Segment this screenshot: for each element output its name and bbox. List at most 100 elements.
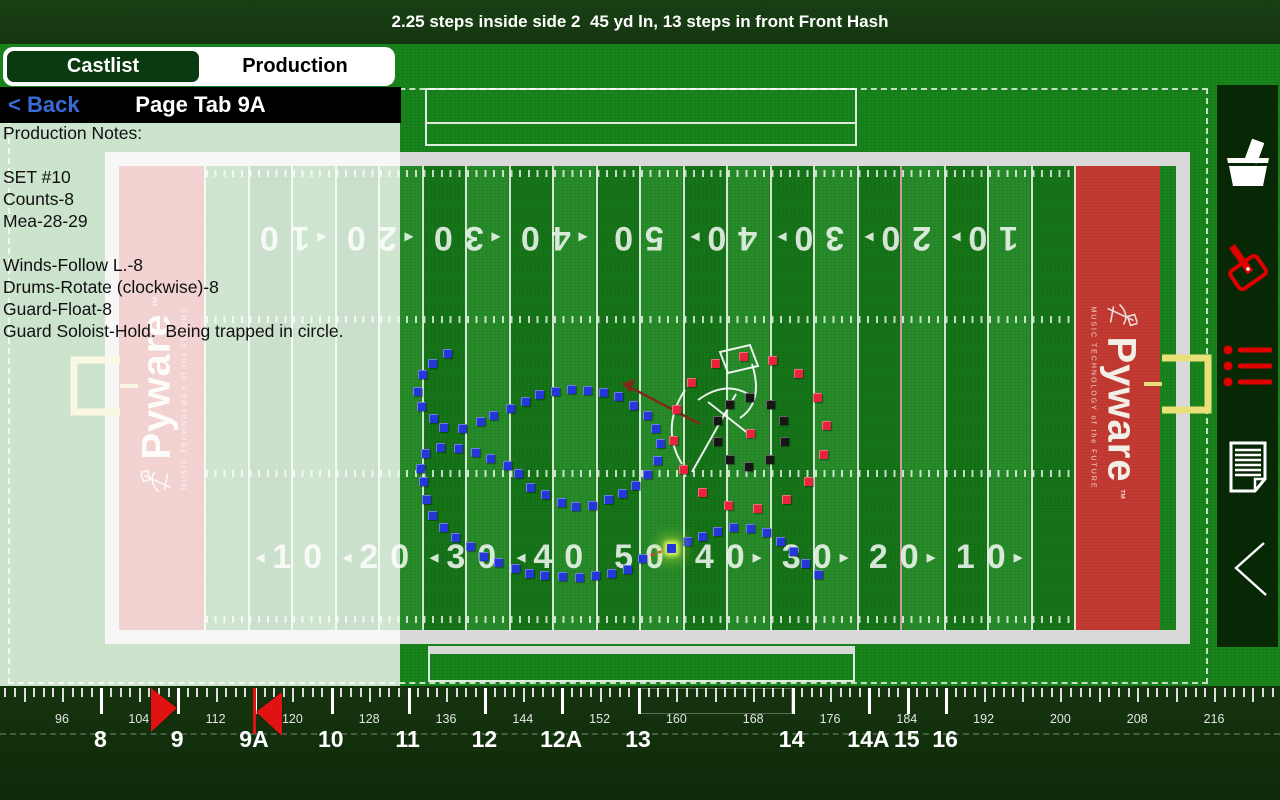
drill-dot-red[interactable] — [813, 393, 822, 402]
page-tab-label-12A[interactable]: 12A — [540, 726, 583, 752]
drill-dot-blue[interactable] — [551, 387, 560, 396]
drill-dot-blue[interactable] — [514, 469, 523, 478]
drill-dot-blue[interactable] — [417, 402, 426, 411]
paint-pour-button[interactable] — [1220, 235, 1276, 295]
page-tab-label-9[interactable]: 9 — [170, 726, 184, 752]
drill-dot-blue[interactable] — [421, 449, 430, 458]
drill-dot-blue[interactable] — [540, 571, 549, 580]
drill-dot-blue[interactable] — [419, 477, 428, 486]
drill-dot-red[interactable] — [804, 477, 813, 486]
drill-dot-blue[interactable] — [489, 411, 498, 420]
drill-dot-blue[interactable] — [526, 483, 535, 492]
drill-dot-blue[interactable] — [571, 502, 580, 511]
cast-basket-button[interactable] — [1220, 134, 1276, 194]
drill-dot-black[interactable] — [780, 437, 789, 446]
drill-dot-blue[interactable] — [618, 489, 627, 498]
drill-dot-black[interactable] — [779, 416, 788, 425]
drill-dot-blue[interactable] — [422, 495, 431, 504]
drill-dot-blue[interactable] — [789, 547, 798, 556]
drill-dot-black[interactable] — [713, 416, 722, 425]
drill-dot-blue[interactable] — [631, 481, 640, 490]
drill-dot-blue[interactable] — [623, 565, 632, 574]
drill-dot-blue[interactable] — [567, 385, 576, 394]
drill-dot-blue[interactable] — [511, 564, 520, 573]
drill-dot-blue[interactable] — [439, 423, 448, 432]
drill-dot-blue[interactable] — [558, 572, 567, 581]
drill-dot-selected[interactable] — [667, 544, 676, 553]
drill-dot-blue[interactable] — [762, 528, 771, 537]
drill-dot-blue[interactable] — [604, 495, 613, 504]
drill-dot-blue[interactable] — [466, 542, 475, 551]
drill-dot-blue[interactable] — [643, 470, 652, 479]
drill-dot-black[interactable] — [765, 455, 774, 464]
drill-dot-red[interactable] — [679, 465, 688, 474]
drill-dot-blue[interactable] — [599, 388, 608, 397]
drill-dot-blue[interactable] — [458, 424, 467, 433]
drill-dot-red[interactable] — [768, 356, 777, 365]
drill-dot-red[interactable] — [746, 429, 755, 438]
production-notes-panel[interactable]: Production Notes: SET #10 Counts-8 Mea-28-2… — [0, 122, 400, 686]
page-tab-label-11[interactable]: 11 — [395, 726, 420, 752]
drill-dot-blue[interactable] — [428, 511, 437, 520]
drill-dot-black[interactable] — [766, 400, 775, 409]
drill-dot-red[interactable] — [724, 501, 733, 510]
page-tab-label-13[interactable]: 13 — [625, 726, 651, 752]
drill-dot-red[interactable] — [739, 352, 748, 361]
drill-dot-blue[interactable] — [428, 359, 437, 368]
drill-dot-blue[interactable] — [413, 387, 422, 396]
set-end-marker-line[interactable] — [253, 688, 256, 734]
drill-dot-red[interactable] — [698, 488, 707, 497]
drill-dot-blue[interactable] — [486, 454, 495, 463]
drill-dot-blue[interactable] — [451, 533, 460, 542]
drill-dot-red[interactable] — [782, 495, 791, 504]
page-tab-label-16[interactable]: 16 — [932, 726, 958, 752]
drill-dot-blue[interactable] — [454, 444, 463, 453]
set-end-marker[interactable] — [256, 692, 282, 736]
drill-dot-blue[interactable] — [494, 558, 503, 567]
drill-dot-blue[interactable] — [583, 386, 592, 395]
drill-dot-blue[interactable] — [476, 417, 485, 426]
page-tab-label-10[interactable]: 10 — [318, 726, 344, 752]
drill-dot-blue[interactable] — [746, 524, 755, 533]
drill-dot-red[interactable] — [822, 421, 831, 430]
drill-dot-blue[interactable] — [653, 456, 662, 465]
drill-dot-blue[interactable] — [416, 464, 425, 473]
drill-dot-blue[interactable] — [656, 439, 665, 448]
page-tab-label-15[interactable]: 15 — [894, 726, 920, 752]
drill-dot-blue[interactable] — [651, 424, 660, 433]
drill-dot-blue[interactable] — [436, 443, 445, 452]
page-tab-label-14A[interactable]: 14A — [847, 726, 890, 752]
bullet-list-button[interactable] — [1220, 336, 1276, 396]
drill-dot-blue[interactable] — [521, 397, 530, 406]
collapse-chevron-button[interactable] — [1220, 538, 1276, 598]
drill-dot-blue[interactable] — [575, 573, 584, 582]
drill-dot-blue[interactable] — [683, 537, 692, 546]
drill-dot-blue[interactable] — [471, 448, 480, 457]
drill-dot-black[interactable] — [713, 437, 722, 446]
drill-dot-red[interactable] — [672, 405, 681, 414]
drill-dot-blue[interactable] — [729, 523, 738, 532]
drill-dot-red[interactable] — [819, 450, 828, 459]
drill-dot-blue[interactable] — [614, 392, 623, 401]
drill-dot-blue[interactable] — [535, 390, 544, 399]
drill-dot-blue[interactable] — [629, 401, 638, 410]
drill-dot-blue[interactable] — [503, 461, 512, 470]
drill-dot-blue[interactable] — [607, 569, 616, 578]
drill-dot-blue[interactable] — [479, 552, 488, 561]
drill-dot-black[interactable] — [725, 455, 734, 464]
drill-dot-blue[interactable] — [525, 569, 534, 578]
drill-dot-blue[interactable] — [814, 570, 823, 579]
drill-dot-blue[interactable] — [439, 523, 448, 532]
drill-dot-red[interactable] — [753, 504, 762, 513]
field-canvas[interactable]: Pyware ™ MUSIC TECHNOLOGY of the FUTURE … — [0, 44, 1280, 686]
drill-dot-blue[interactable] — [713, 527, 722, 536]
notes-document-button[interactable] — [1220, 437, 1276, 497]
drill-dot-blue[interactable] — [418, 370, 427, 379]
drill-dot-black[interactable] — [745, 393, 754, 402]
drill-dot-red[interactable] — [687, 378, 696, 387]
drill-dot-blue[interactable] — [541, 490, 550, 499]
page-tab-label-14[interactable]: 14 — [778, 726, 805, 752]
drill-dot-blue[interactable] — [698, 532, 707, 541]
set-start-marker[interactable] — [151, 688, 178, 732]
drill-dot-blue[interactable] — [801, 559, 810, 568]
